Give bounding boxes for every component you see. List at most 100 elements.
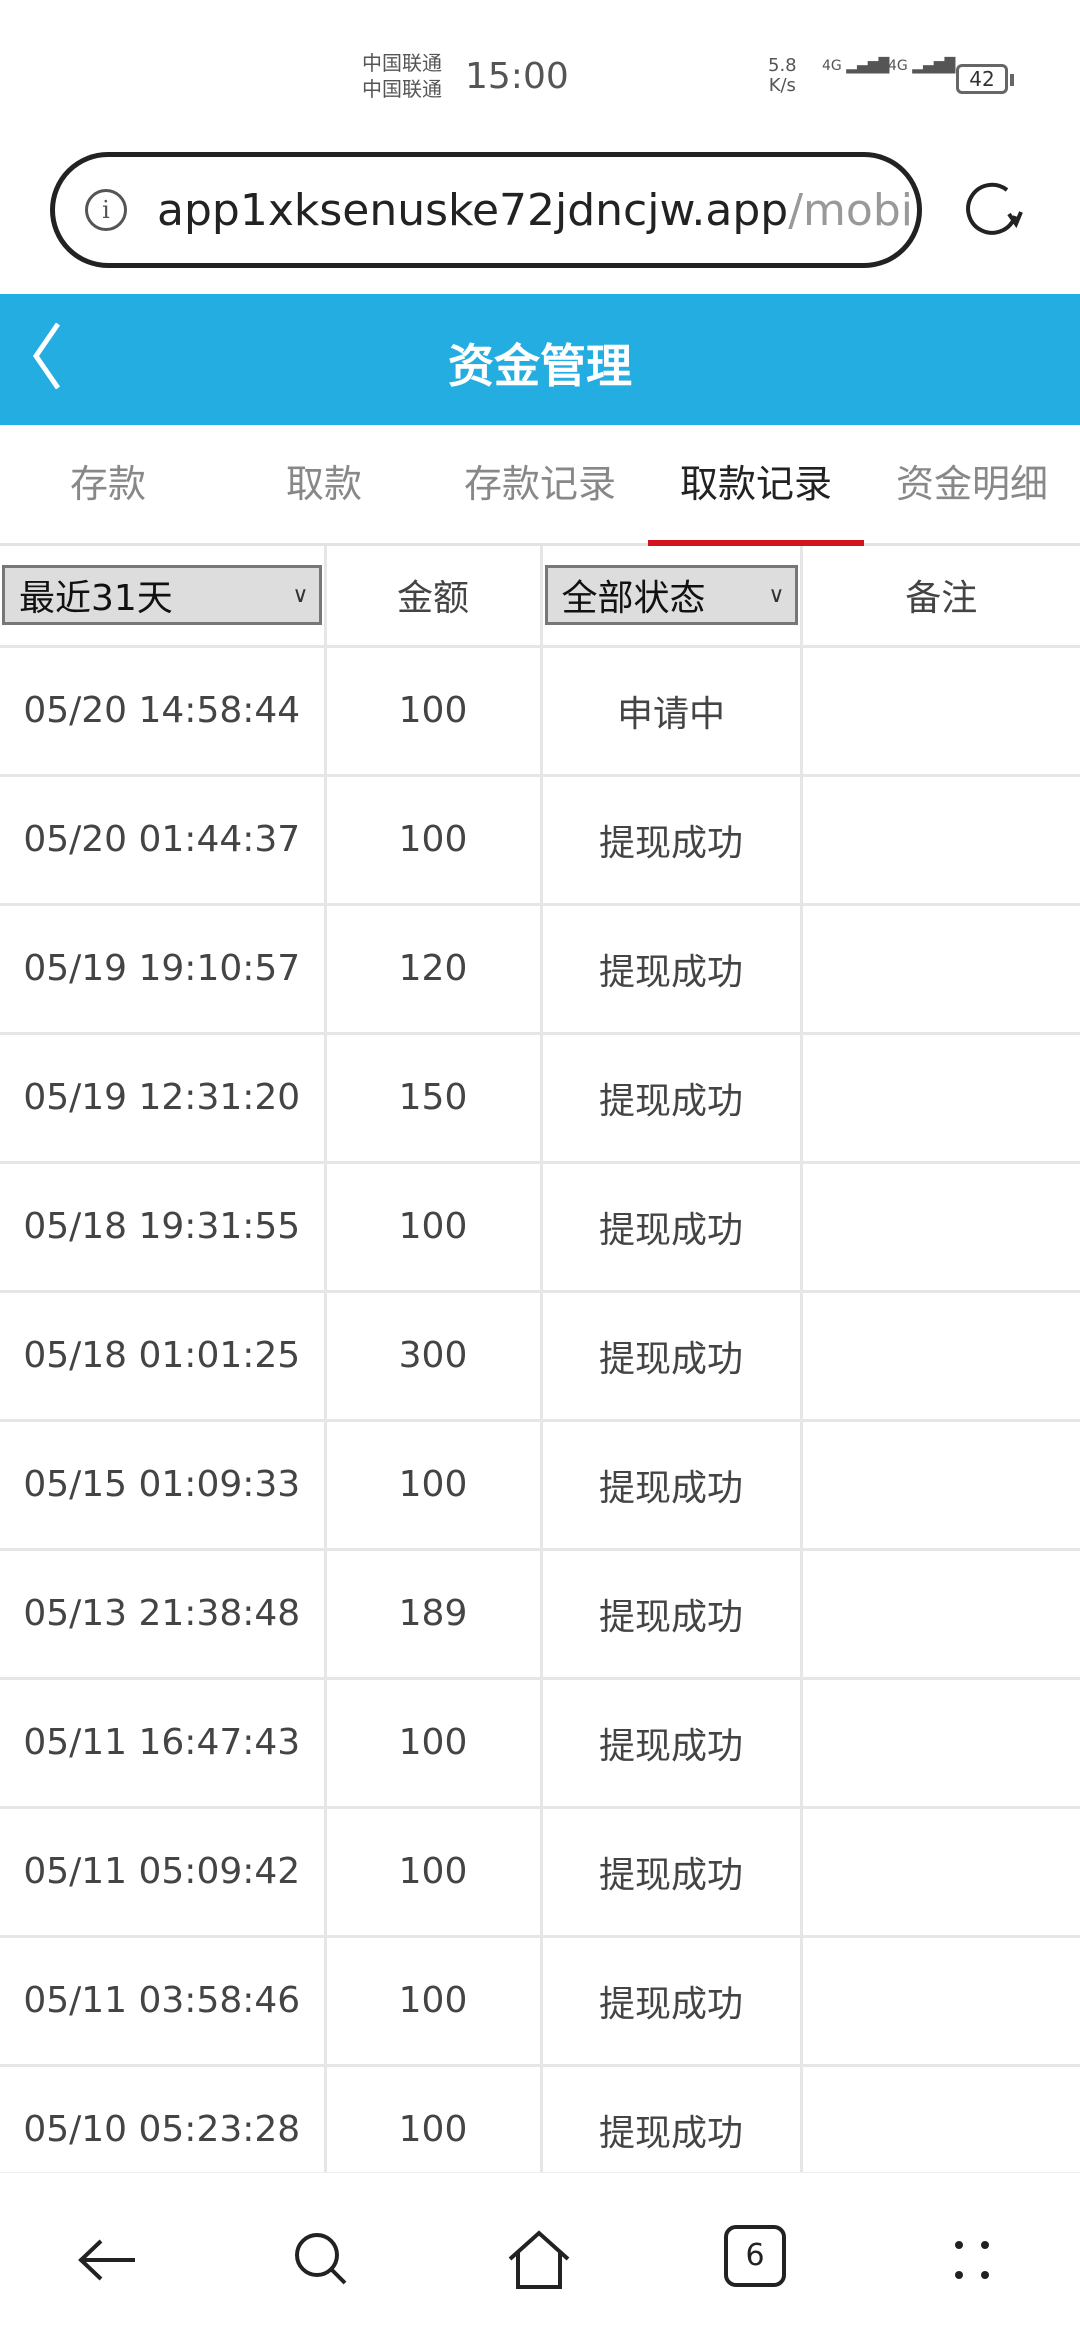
date-filter-value: 最近31天 xyxy=(19,578,173,620)
table-row: 05/11 16:47:43 100 提现成功 xyxy=(0,1676,1080,1809)
row-status: 提现成功 xyxy=(539,1289,803,1422)
carrier-labels: 中国联通 中国联通 xyxy=(362,50,442,102)
row-remark xyxy=(799,1676,1080,1809)
tabs-count-button[interactable]: 6 xyxy=(724,2225,786,2287)
table-row: 05/18 19:31:55 100 提现成功 xyxy=(0,1160,1080,1293)
amount-header: 金额 xyxy=(323,546,543,648)
row-remark xyxy=(799,1934,1080,2067)
row-time: 05/11 05:09:42 xyxy=(0,1805,327,1938)
battery-icon: 42 xyxy=(956,64,1014,94)
browser-bottom-nav: 6 xyxy=(0,2172,1080,2340)
home-icon[interactable] xyxy=(504,2225,574,2295)
chevron-down-icon: ∨ xyxy=(768,582,785,608)
table-row: 05/20 14:58:44 100 申请中 xyxy=(0,644,1080,777)
date-filter-cell: 最近31天 ∨ xyxy=(0,546,327,648)
back-icon[interactable] xyxy=(28,316,88,396)
row-status: 提现成功 xyxy=(539,1934,803,2067)
row-status: 提现成功 xyxy=(539,902,803,1035)
row-status: 提现成功 xyxy=(539,1547,803,1680)
table-header: 最近31天 ∨ 金额 全部状态 ∨ 备注 xyxy=(0,546,1080,648)
row-amount: 100 xyxy=(323,1805,543,1938)
clock: 15:00 xyxy=(465,56,569,97)
network-speed: 5.8 K/s xyxy=(768,56,797,96)
tab-deposit-records[interactable]: 存款记录 xyxy=(463,462,616,506)
row-status: 提现成功 xyxy=(539,1160,803,1293)
page-title: 资金管理 xyxy=(448,339,632,393)
row-remark xyxy=(799,1289,1080,1422)
row-time: 05/11 16:47:43 xyxy=(0,1676,327,1809)
row-remark xyxy=(799,773,1080,906)
row-amount: 120 xyxy=(323,902,543,1035)
row-remark xyxy=(799,1547,1080,1680)
row-amount: 300 xyxy=(323,1289,543,1422)
back-arrow-icon[interactable] xyxy=(73,2225,143,2295)
row-remark xyxy=(799,902,1080,1035)
speed-value: 5.8 xyxy=(768,55,797,76)
table-row: 05/13 21:38:48 189 提现成功 xyxy=(0,1547,1080,1680)
row-time: 05/18 01:01:25 xyxy=(0,1289,327,1422)
carrier-1: 中国联通 xyxy=(362,51,442,75)
table-row: 05/11 03:58:46 100 提现成功 xyxy=(0,1934,1080,2067)
row-remark xyxy=(799,1418,1080,1551)
search-icon[interactable] xyxy=(287,2225,357,2295)
app-header: 资金管理 xyxy=(0,294,1080,425)
row-amount: 100 xyxy=(323,1934,543,2067)
status-filter-value: 全部状态 xyxy=(561,578,706,620)
row-status: 申请中 xyxy=(539,644,803,777)
row-amount: 100 xyxy=(323,773,543,906)
network-type-1: 4G xyxy=(822,58,842,74)
date-filter-select[interactable]: 最近31天 ∨ xyxy=(2,565,322,626)
row-amount: 100 xyxy=(323,1160,543,1293)
url-path: /mobi xyxy=(788,184,913,236)
address-bar[interactable]: i app1xksenuske72jdncjw.app/mobi xyxy=(50,152,922,268)
table-row: 05/19 12:31:20 150 提现成功 xyxy=(0,1031,1080,1164)
row-remark xyxy=(799,1031,1080,1164)
status-filter-select[interactable]: 全部状态 ∨ xyxy=(544,565,798,626)
info-icon[interactable]: i xyxy=(85,189,127,231)
row-status: 提现成功 xyxy=(539,1805,803,1938)
withdraw-records-table: 最近31天 ∨ 金额 全部状态 ∨ 备注 05/20 14:58:44 100 申请中 0… xyxy=(0,546,1080,2196)
speed-unit: K/s xyxy=(768,75,796,96)
tab-withdraw[interactable]: 取款 xyxy=(285,462,362,506)
row-amount: 150 xyxy=(323,1031,543,1164)
status-filter-cell: 全部状态 ∨ xyxy=(539,546,803,648)
row-amount: 100 xyxy=(323,1676,543,1809)
row-time: 05/18 19:31:55 xyxy=(0,1160,327,1293)
row-time: 05/19 19:10:57 xyxy=(0,902,327,1035)
row-status: 提现成功 xyxy=(539,1676,803,1809)
table-row: 05/15 01:09:33 100 提现成功 xyxy=(0,1418,1080,1551)
row-remark xyxy=(799,1160,1080,1293)
table-row: 05/18 01:01:25 300 提现成功 xyxy=(0,1289,1080,1422)
url-host: app1xksenuske72jdncjw.app xyxy=(157,184,789,236)
row-remark xyxy=(799,1805,1080,1938)
row-time: 05/15 01:09:33 xyxy=(0,1418,327,1551)
remark-header: 备注 xyxy=(799,546,1080,648)
refresh-icon[interactable] xyxy=(963,180,1023,240)
row-amount: 100 xyxy=(323,1418,543,1551)
row-time: 05/13 21:38:48 xyxy=(0,1547,327,1680)
tab-fund-details[interactable]: 资金明细 xyxy=(895,462,1048,506)
row-time: 05/11 03:58:46 xyxy=(0,1934,327,2067)
status-bar: 中国联通 中国联通 15:00 5.8 K/s 4G ▂▄▆█ 4G ▂▄▆█ 42 xyxy=(0,0,1080,140)
row-amount: 189 xyxy=(323,1547,543,1680)
signal-icon-2: 4G ▂▄▆█ xyxy=(888,58,956,74)
row-status: 提现成功 xyxy=(539,773,803,906)
table-row: 05/20 01:44:37 100 提现成功 xyxy=(0,773,1080,906)
chevron-down-icon: ∨ xyxy=(292,582,309,608)
signal-icon-1: 4G ▂▄▆█ xyxy=(822,58,890,74)
row-status: 提现成功 xyxy=(539,1031,803,1164)
row-time: 05/19 12:31:20 xyxy=(0,1031,327,1164)
row-status: 提现成功 xyxy=(539,1418,803,1551)
table-row: 05/11 05:09:42 100 提现成功 xyxy=(0,1805,1080,1938)
tab-bar: 存款 取款 存款记录 取款记录 资金明细 xyxy=(0,425,1080,546)
carrier-2: 中国联通 xyxy=(362,77,442,101)
network-type-2: 4G xyxy=(888,58,908,74)
row-remark xyxy=(799,644,1080,777)
row-amount: 100 xyxy=(323,644,543,777)
menu-dots-icon[interactable] xyxy=(937,2225,1007,2295)
table-row: 05/19 19:10:57 120 提现成功 xyxy=(0,902,1080,1035)
row-time: 05/20 01:44:37 xyxy=(0,773,327,906)
tab-deposit[interactable]: 存款 xyxy=(69,462,146,506)
tab-withdraw-records[interactable]: 取款记录 xyxy=(648,425,864,546)
row-time: 05/20 14:58:44 xyxy=(0,644,327,777)
